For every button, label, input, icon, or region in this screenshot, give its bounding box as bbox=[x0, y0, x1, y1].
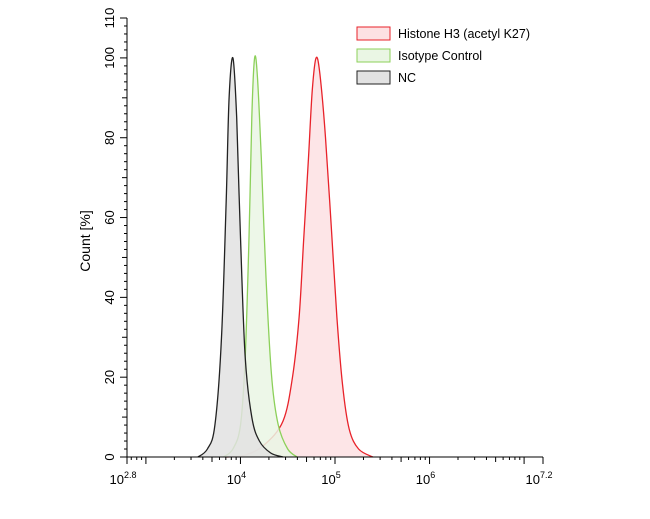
y-tick-label: 100 bbox=[102, 47, 117, 69]
x-tick-exponent: 6 bbox=[430, 470, 435, 480]
y-tick-label: 40 bbox=[102, 290, 117, 304]
y-tick-label: 0 bbox=[102, 453, 117, 460]
y-tick-label: 80 bbox=[102, 130, 117, 144]
y-tick-label: 110 bbox=[102, 8, 117, 29]
x-tick-exponent: 5 bbox=[336, 470, 341, 480]
y-tick-label: 60 bbox=[102, 210, 117, 224]
x-tick-label: 106 bbox=[416, 470, 435, 487]
legend-label: Histone H3 (acetyl K27) bbox=[398, 27, 530, 41]
plot-area bbox=[197, 55, 374, 458]
x-tick-base: 10 bbox=[110, 472, 124, 487]
y-tick-label: 20 bbox=[102, 370, 117, 384]
x-tick-base: 10 bbox=[416, 472, 430, 487]
x-tick-exponent: 4 bbox=[241, 470, 246, 480]
legend-label: NC bbox=[398, 71, 416, 85]
series-area-isotype-control bbox=[223, 55, 298, 457]
legend-label: Isotype Control bbox=[398, 49, 482, 63]
legend: Histone H3 (acetyl K27) Isotype Control NC bbox=[356, 26, 530, 85]
x-tick-label: 105 bbox=[321, 470, 340, 487]
x-tick-label: 102.8 bbox=[110, 470, 137, 487]
x-tick-exponent: 7.2 bbox=[540, 470, 553, 480]
x-tick-base: 10 bbox=[321, 472, 335, 487]
series-area-nc bbox=[197, 57, 283, 458]
x-tick-base: 10 bbox=[526, 472, 540, 487]
legend-swatch bbox=[356, 70, 391, 85]
x-tick-label: 104 bbox=[227, 470, 246, 487]
series-line-nc bbox=[197, 57, 284, 458]
x-tick-exponent: 2.8 bbox=[124, 470, 137, 480]
series-line-histone-h3-acetyl-k27- bbox=[226, 56, 374, 458]
x-tick-label: 107.2 bbox=[526, 470, 553, 487]
legend-swatch bbox=[356, 26, 391, 41]
legend-swatch bbox=[356, 48, 391, 63]
x-tick-base: 10 bbox=[227, 472, 241, 487]
series-area-histone-h3-acetyl-k27- bbox=[226, 57, 373, 458]
y-axis-title: Count [%] bbox=[77, 210, 93, 271]
